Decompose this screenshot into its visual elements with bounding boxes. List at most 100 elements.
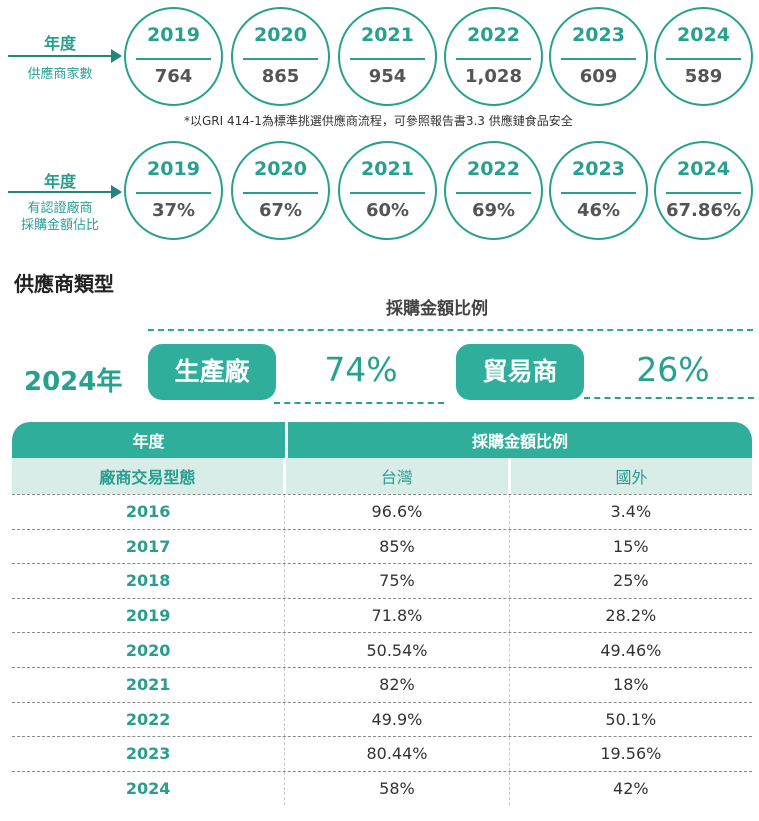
- row-year: 2018: [125, 571, 171, 591]
- certified-ratio-arrow-icon: [111, 185, 122, 199]
- circle-divider: [136, 58, 211, 60]
- circle-year: 2022: [467, 24, 520, 46]
- circle-divider: [243, 58, 318, 60]
- circle-year: 2023: [572, 24, 625, 46]
- row-taiwan: 75%: [284, 564, 508, 598]
- circle-year: 2024: [677, 158, 730, 180]
- certified-ratio-circle-2019: 2019 37%: [124, 141, 223, 240]
- certified-ratio-circle-2021: 2021 60%: [338, 141, 437, 240]
- circle-divider: [666, 192, 741, 194]
- circle-year: 2019: [147, 158, 200, 180]
- table-row: 2016 96.6% 3.4%: [12, 494, 752, 529]
- supplier-count-sub-wrap: 供應商家數: [10, 66, 110, 83]
- row-year: 2020: [125, 640, 171, 660]
- row-taiwan: 85%: [284, 529, 508, 564]
- certified-ratio-circle-2022: 2022 69%: [444, 141, 543, 240]
- header-year: 年度: [132, 432, 165, 451]
- certified-ratio-circle-2020: 2020 67%: [231, 141, 330, 240]
- circle-value: 60%: [365, 200, 410, 221]
- table-subheader-row: 廠商交易型態 台灣 國外: [12, 458, 752, 494]
- circle-year: 2020: [254, 158, 307, 180]
- supplier-count-circle-2023: 2023 609: [549, 7, 648, 106]
- circle-value: 865: [261, 66, 300, 87]
- circle-year: 2023: [572, 158, 625, 180]
- table-row: 2020 50.54% 49.46%: [12, 632, 752, 667]
- trader-underline: [584, 397, 754, 399]
- supplier-count-circle-2019: 2019 764: [124, 7, 223, 106]
- supplier-count-sub-label: 供應商家數: [27, 67, 93, 82]
- certified-ratio-circle-2023: 2023 46%: [549, 141, 648, 240]
- supplier-type-top-divider: [148, 329, 753, 331]
- circle-divider: [456, 58, 531, 60]
- certified-ratio-sub-line2: 採購金額佔比: [20, 218, 99, 233]
- supplier-count-circle-2024: 2024 589: [654, 7, 753, 106]
- row-taiwan: 80.44%: [284, 737, 508, 771]
- table-row: 2018 75% 25%: [12, 563, 752, 598]
- circle-divider: [350, 192, 425, 194]
- circle-value: 69%: [471, 200, 516, 221]
- row-taiwan: 82%: [284, 667, 508, 702]
- supplier-type-year: 2024年: [24, 367, 123, 397]
- circle-value: 954: [368, 66, 407, 87]
- trader-percent: 26%: [636, 350, 710, 389]
- certified-ratio-sub-wrap: 有認證廠商 採購金額佔比: [10, 200, 110, 234]
- certified-ratio-year-label: 年度: [43, 172, 76, 191]
- manufacturer-percent: 74%: [324, 350, 398, 389]
- row-foreign: 18%: [508, 667, 752, 702]
- row-taiwan: 58%: [284, 771, 508, 806]
- circle-year: 2020: [254, 24, 307, 46]
- table-header-row: 年度 採購金額比例: [12, 422, 752, 458]
- supplier-type-ratio-title: 採購金額比例: [386, 299, 488, 319]
- supplier-count-note: *以GRI 414-1為標準挑選供應商流程，可參照報告書3.3 供應鏈食品安全: [184, 114, 573, 128]
- row-year: 2019: [125, 606, 171, 626]
- row-year: 2022: [125, 709, 171, 729]
- table-row: 2019 71.8% 28.2%: [12, 597, 752, 633]
- table-row: 2022 49.9% 50.1%: [12, 701, 752, 737]
- circle-divider: [243, 192, 318, 194]
- row-taiwan: 50.54%: [284, 633, 508, 667]
- circle-divider: [666, 58, 741, 60]
- table-row: 2021 82% 18%: [12, 666, 752, 702]
- row-year: 2016: [125, 502, 171, 522]
- row-foreign: 15%: [508, 529, 752, 564]
- circle-value: 67%: [258, 200, 303, 221]
- circle-value: 37%: [151, 200, 196, 221]
- circle-value: 1,028: [465, 66, 522, 87]
- row-foreign: 49.46%: [508, 633, 752, 667]
- header-ratio: 採購金額比例: [285, 422, 752, 458]
- circle-value: 46%: [576, 200, 621, 221]
- circle-year: 2019: [147, 24, 200, 46]
- certified-ratio-label: 年度: [10, 168, 110, 192]
- row-taiwan: 49.9%: [284, 702, 508, 737]
- supplier-type-title: 供應商類型: [14, 272, 114, 296]
- row-foreign: 28.2%: [508, 598, 752, 633]
- subheader-type: 廠商交易型態: [99, 468, 196, 487]
- circle-value: 609: [579, 66, 618, 87]
- circle-divider: [136, 192, 211, 194]
- supplier-count-arrow-line: [8, 55, 112, 57]
- subheader-foreign: 國外: [507, 458, 752, 494]
- certified-ratio-circle-2024: 2024 67.86%: [654, 141, 753, 240]
- row-taiwan: 71.8%: [284, 598, 508, 633]
- supplier-count-circle-2020: 2020 865: [231, 7, 330, 106]
- table-row: 2024 58% 42%: [12, 770, 752, 806]
- supplier-count-circle-2022: 2022 1,028: [444, 7, 543, 106]
- circle-year: 2021: [361, 24, 414, 46]
- supplier-count-circle-2021: 2021 954: [338, 7, 437, 106]
- circle-value: 764: [154, 66, 193, 87]
- circle-divider: [561, 58, 636, 60]
- certified-ratio-arrow-line: [8, 191, 112, 193]
- supplier-count-arrow-icon: [111, 49, 122, 63]
- circle-divider: [456, 192, 531, 194]
- circle-year: 2022: [467, 158, 520, 180]
- table-row: 2017 85% 15%: [12, 528, 752, 564]
- circle-year: 2021: [361, 158, 414, 180]
- procurement-ratio-table: 年度 採購金額比例 廠商交易型態 台灣 國外 2016 96.6% 3.4% 2…: [12, 422, 752, 806]
- row-year: 2023: [125, 744, 171, 764]
- row-foreign: 19.56%: [508, 737, 752, 771]
- circle-divider: [561, 192, 636, 194]
- circle-divider: [350, 58, 425, 60]
- row-foreign: 42%: [508, 771, 752, 806]
- circle-value: 589: [684, 66, 723, 87]
- row-foreign: 3.4%: [508, 495, 752, 529]
